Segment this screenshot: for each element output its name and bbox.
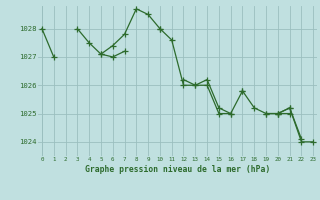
X-axis label: Graphe pression niveau de la mer (hPa): Graphe pression niveau de la mer (hPa)	[85, 165, 270, 174]
